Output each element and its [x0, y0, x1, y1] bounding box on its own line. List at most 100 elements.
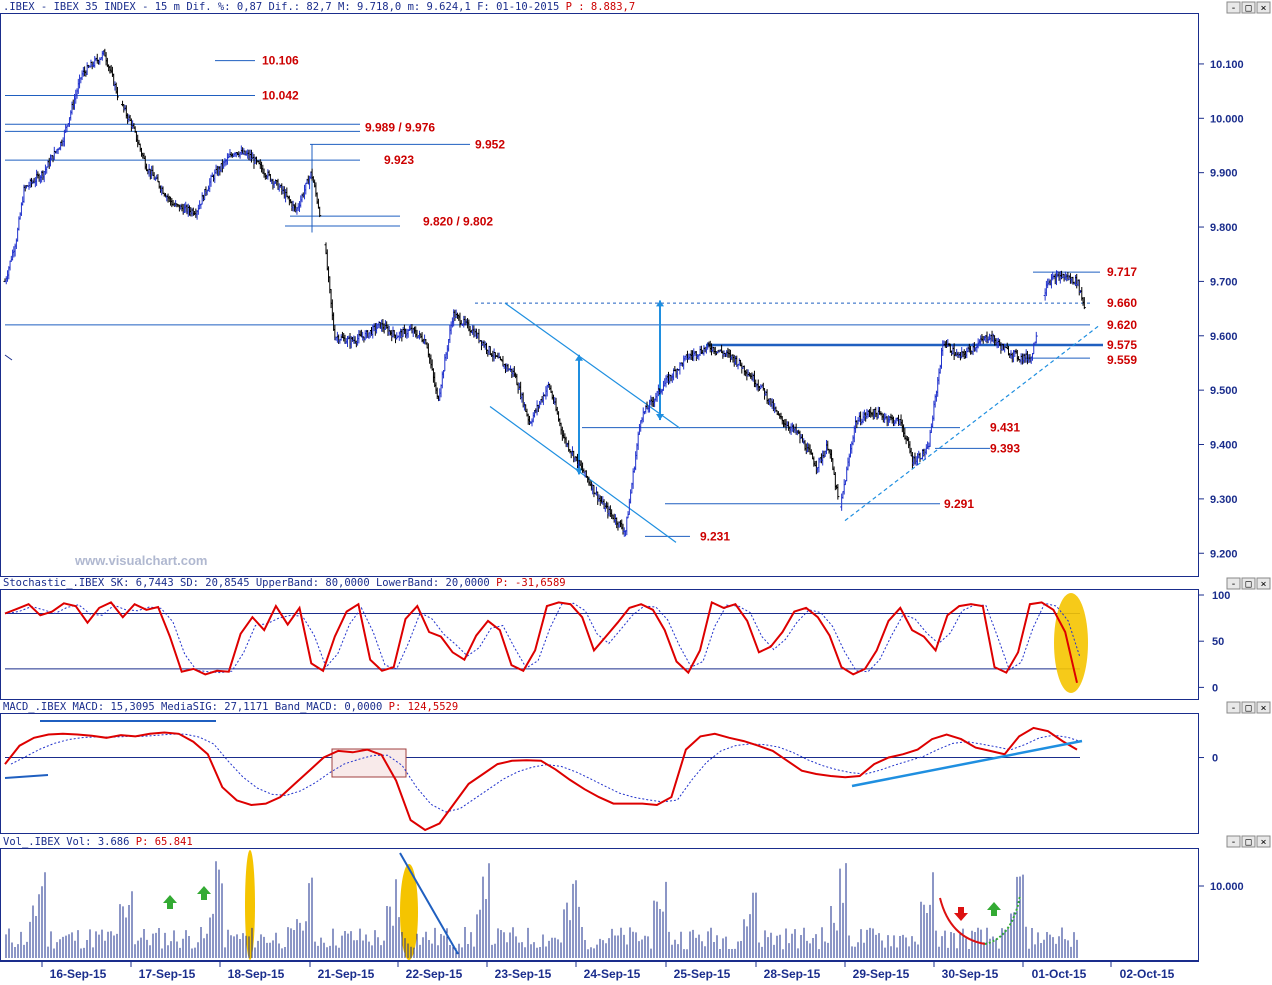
vol-curve-up: [984, 895, 1021, 945]
level-label: 9.575: [1107, 338, 1137, 352]
price-start-mark: [4, 354, 13, 361]
level-label: 9.717: [1107, 265, 1137, 279]
stoch-highlight: [1054, 593, 1088, 693]
window-button-glyph: ×: [1261, 579, 1267, 590]
date-label: 28-Sep-15: [764, 967, 821, 981]
macd-panel: [0, 713, 1199, 834]
vol-header-prefix: Vol_.IBEX Vol: 3.686: [3, 836, 136, 848]
date-label: 18-Sep-15: [228, 967, 285, 981]
price-header: .IBEX - IBEX 35 INDEX - 15 m Dif. %: 0,8…: [3, 1, 635, 13]
window-button-glyph: ×: [1261, 703, 1267, 714]
volume-bars: [5, 850, 1078, 960]
channel-line: [504, 302, 681, 429]
macd-header-prefix: MACD_.IBEX MACD: 15,3095 MediaSIG: 27,11…: [3, 701, 389, 713]
y-tick-label: 9.300: [1210, 494, 1238, 506]
window-button: [1256, 701, 1271, 714]
panel-frames: [0, 13, 1199, 962]
y-tick-label: 9.400: [1210, 440, 1238, 452]
y-tick-label: 9.500: [1210, 385, 1238, 397]
date-label: 30-Sep-15: [942, 967, 999, 981]
y-tick-label: 9.200: [1210, 548, 1238, 560]
vol-header-value: P: 65.841: [136, 836, 193, 848]
stoch-tick-label: 100: [1212, 590, 1230, 602]
measure-arrowhead: [656, 300, 664, 307]
date-label: 02-Oct-15: [1120, 967, 1175, 981]
measure-arrowhead: [656, 414, 664, 421]
level-label: 9.660: [1107, 296, 1137, 310]
price-header-value: P : 8.883,7: [566, 1, 636, 13]
window-button-glyph: -: [1231, 837, 1237, 848]
level-label: 9.989 / 9.976: [365, 121, 435, 135]
up-arrow-icon: [987, 902, 1001, 916]
level-label: 9.393: [990, 441, 1020, 455]
channel-line: [489, 405, 677, 543]
macd-trend-line: [851, 739, 1083, 788]
date-label: 22-Sep-15: [406, 967, 463, 981]
vol-curve-down: [939, 897, 986, 945]
window-button-glyph: ×: [1261, 837, 1267, 848]
date-label: 25-Sep-15: [674, 967, 731, 981]
window-button: [1241, 1, 1256, 14]
down-arrow-icon: [954, 907, 968, 921]
stoch-header-value: P: -31,6589: [496, 577, 566, 589]
date-label: 29-Sep-15: [853, 967, 910, 981]
macd-box: [331, 748, 407, 778]
window-button-glyph: -: [1231, 579, 1237, 590]
date-label: 24-Sep-15: [584, 967, 641, 981]
y-tick-label: 10.100: [1210, 59, 1244, 71]
date-label: 16-Sep-15: [50, 967, 107, 981]
macd-lines: [4, 720, 1084, 832]
vol-trend-line: [399, 852, 459, 955]
price-bars: [3, 48, 1086, 537]
price-header-text: .IBEX - IBEX 35 INDEX - 15 m Dif. %: 0,8…: [3, 1, 635, 13]
date-labels: 16-Sep-15 17-Sep-15 18-Sep-15 21-Sep-15 22-S…: [41, 962, 1175, 981]
window-button-glyph: □: [1246, 579, 1252, 590]
macd-left-line: [4, 774, 49, 779]
level-label: 9.620: [1107, 318, 1137, 332]
stochastic-lines: [4, 593, 1088, 693]
y-tick-label: 10.000: [1210, 113, 1244, 125]
level-label: 9.952: [475, 137, 505, 151]
window-button: [1256, 1, 1271, 14]
stoch-header-prefix: Stochastic_.IBEX SK: 6,7443 SD: 20,8545 …: [3, 577, 496, 589]
annotations: [5, 60, 1103, 543]
measure-arrowhead: [575, 354, 583, 361]
price-header-prefix: .IBEX - IBEX 35 INDEX - 15 m Dif. %: 0,8…: [3, 1, 566, 13]
level-label: 9.291: [944, 497, 974, 511]
y-axis: 10.100 10.000 9.900 9.800 9.700 9.600 9.500 9.4…: [1199, 59, 1244, 893]
level-labels: 10.106 10.042 9.989 / 9.976 9.952 9.923 9.820…: [262, 54, 1137, 544]
stoch-main-line: [4, 600, 1078, 684]
channel-line: [844, 324, 1101, 522]
stoch-header-text: Stochastic_.IBEX SK: 6,7443 SD: 20,8545 …: [3, 577, 566, 589]
level-label: 9.923: [384, 153, 414, 167]
date-label: 17-Sep-15: [139, 967, 196, 981]
window-buttons: - □ ×- □ ×- □ ×- □ ×: [1226, 1, 1271, 848]
y-tick-label: 9.900: [1210, 168, 1238, 180]
watermark: www.visualchart.com: [74, 553, 207, 568]
level-label: 9.820 / 9.802: [423, 215, 493, 229]
macd-main-line: [4, 726, 1078, 832]
macd-tick-label: 0: [1212, 753, 1218, 765]
window-button-glyph: -: [1231, 703, 1237, 714]
window-button: [1256, 835, 1271, 848]
up-arrow-icon: [163, 895, 177, 909]
price-panel: [0, 13, 1199, 577]
vol-tick-label: 10.000: [1210, 881, 1244, 893]
window-button: [1241, 835, 1256, 848]
window-button: [1226, 701, 1241, 714]
date-label: 21-Sep-15: [318, 967, 375, 981]
window-button-glyph: □: [1246, 837, 1252, 848]
window-button: [1256, 577, 1271, 590]
window-button-glyph: □: [1246, 703, 1252, 714]
macd-header-text: MACD_.IBEX MACD: 15,3095 MediaSIG: 27,11…: [3, 701, 458, 713]
level-label: 10.042: [262, 88, 299, 102]
window-button: [1226, 835, 1241, 848]
window-button-glyph: □: [1246, 3, 1252, 14]
window-button-glyph: -: [1231, 3, 1237, 14]
macd-header-value: P: 124,5529: [389, 701, 459, 713]
level-label: 9.431: [990, 421, 1020, 435]
stoch-tick-label: 0: [1212, 682, 1218, 694]
vol-highlight: [400, 864, 418, 960]
